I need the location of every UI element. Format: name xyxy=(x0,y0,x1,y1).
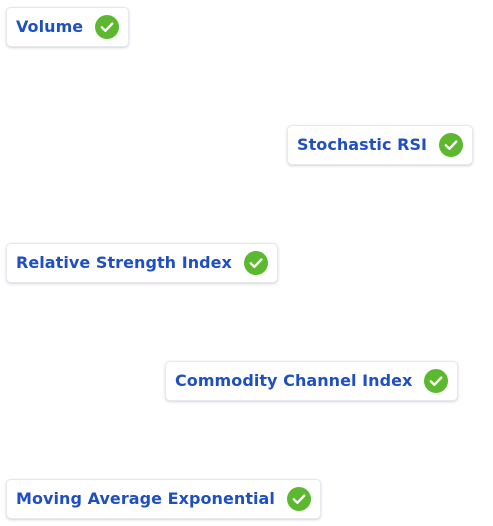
indicator-label: Relative Strength Index xyxy=(16,253,232,272)
indicator-label: Stochastic RSI xyxy=(297,135,428,154)
check-circle-icon xyxy=(243,251,268,275)
check-circle-icon xyxy=(439,133,464,157)
indicator-label: Volume xyxy=(16,17,84,36)
indicator-chip-commodity-channel-index: Commodity Channel Index xyxy=(165,361,459,401)
indicator-chip-relative-strength-index: Relative Strength Index xyxy=(6,243,278,283)
check-circle-icon xyxy=(286,487,311,511)
indicator-chip-stochastic-rsi: Stochastic RSI xyxy=(287,125,474,165)
indicator-label: Commodity Channel Index xyxy=(175,371,413,390)
indicator-label: Moving Average Exponential xyxy=(16,489,275,508)
indicator-chip-moving-average-exponential: Moving Average Exponential xyxy=(6,479,321,519)
check-circle-icon xyxy=(424,369,449,393)
check-circle-icon xyxy=(95,15,120,39)
indicator-chip-volume: Volume xyxy=(6,7,130,47)
